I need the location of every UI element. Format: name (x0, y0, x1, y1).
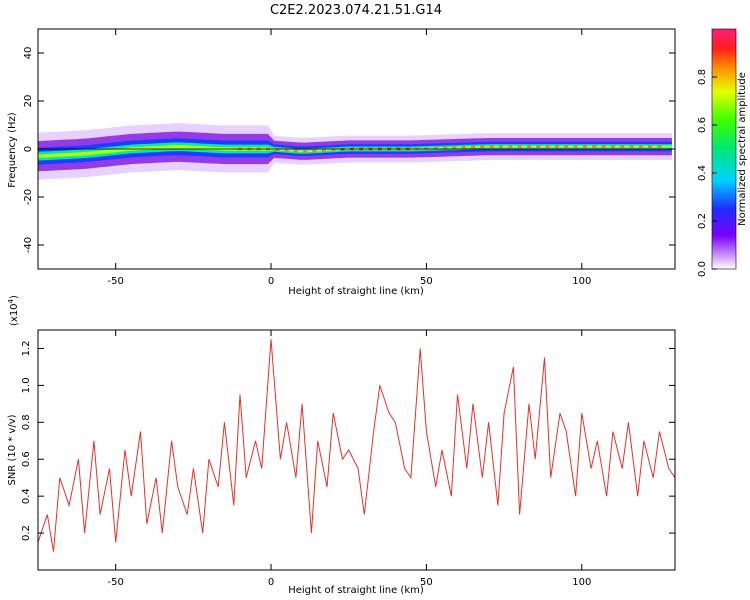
spectrogram-peak (433, 147, 438, 150)
snr-y-tick-label: 0.6 (21, 451, 32, 467)
snr-x-tick-label: 50 (420, 577, 433, 588)
spectrogram-peak (424, 147, 429, 150)
spectrogram-y-tick-label: 0 (23, 146, 34, 152)
snr-series (37, 339, 676, 552)
spectrogram-peak (601, 145, 606, 148)
spectrogram-x-tick-label: 0 (268, 276, 274, 287)
snr-y-tick-label: 0.8 (21, 414, 32, 430)
spectrogram-peak (517, 145, 522, 148)
colorbar-tick-label: 0.0 (697, 261, 708, 277)
spectrogram-peak (629, 145, 634, 148)
chart-title: C2E2.2023.074.21.51.G14 (270, 3, 442, 18)
spectrogram-peak (592, 145, 597, 148)
snr-y-axis-label: SNR (10 * v/v) (7, 414, 18, 485)
spectrogram-ridge (38, 123, 675, 180)
spectrogram-peak (275, 148, 280, 151)
spectrogram-peak (489, 145, 494, 148)
snr-y-tick-label: 1.2 (21, 341, 32, 357)
snr-y-scale-factor: (x104) (7, 295, 20, 326)
spectrogram-peak (620, 145, 625, 148)
spectrogram-y-tick-label: 20 (23, 95, 34, 108)
snr-y-tick-label: 0.4 (21, 488, 32, 504)
snr-line (37, 339, 676, 552)
snr-y-tick-label: 0.2 (21, 525, 32, 541)
spectrogram-peak (331, 148, 336, 151)
colorbar-tick-label: 0.2 (697, 213, 708, 229)
spectrogram-peak (545, 145, 550, 148)
spectrogram-peak (471, 145, 476, 149)
spectrogram-peak (508, 145, 513, 148)
snr-frame (37, 329, 676, 571)
spectrogram-band-4 (38, 145, 672, 158)
spectrogram-peak (564, 145, 569, 148)
colorbar-label: Normalized spectral amplitude (737, 72, 748, 226)
spectrogram-peak (573, 145, 578, 148)
spectrogram-panel: -50 0 50 100 -40 -20 0 20 40 Height of straight … (7, 28, 676, 297)
snr-x-axis-label: Height of straight line (km) (288, 585, 424, 596)
snr-panel: -50 0 50 100 0.2 0.4 0.6 0.8 1.0 1.2 Height of st… (7, 295, 676, 596)
spectrogram-x-tick-label: 50 (420, 276, 433, 287)
spectrogram-peak (526, 145, 531, 148)
spectrogram-peak (443, 146, 448, 150)
colorbar-ticks: 0.0 0.2 0.4 0.6 0.8 (697, 69, 717, 277)
colorbar-gradient (712, 29, 736, 269)
spectrogram-peak (303, 150, 308, 153)
colorbar-frame (711, 28, 737, 270)
spectrogram-peak (610, 145, 615, 148)
snr-axes: -50 0 50 100 0.2 0.4 0.6 0.8 1.0 1.2 (21, 330, 675, 588)
spectrogram-peak (284, 149, 289, 152)
spectrogram-peak (657, 145, 662, 148)
spectrogram-y-tick-label: -40 (23, 237, 34, 253)
spectrogram-peak (498, 145, 503, 148)
snr-x-tick-label: -50 (108, 577, 124, 588)
spectrogram-peak (452, 146, 457, 149)
spectrogram-y-tick-label: 40 (23, 47, 34, 60)
spectrogram-peak (536, 145, 541, 148)
spectrogram-y-tick-label: -20 (23, 189, 34, 205)
spectrogram-peak (312, 149, 317, 152)
colorbar: 0.0 0.2 0.4 0.6 0.8 Normalized spectral ampl… (697, 28, 748, 277)
snr-x-tick-label: 100 (572, 577, 591, 588)
spectrogram-peak (321, 149, 326, 152)
snr-x-tick-label: 0 (268, 577, 274, 588)
spectrogram-x-axis-label: Height of straight line (km) (288, 286, 424, 297)
colorbar-tick-label: 0.6 (697, 117, 708, 133)
spectrogram-y-axis-label: Frequency (Hz) (7, 112, 18, 188)
spectrogram-axes: -50 0 50 100 -40 -20 0 20 40 (23, 29, 675, 287)
spectrogram-peak (480, 145, 485, 148)
snr-y-tick-label: 1.0 (21, 377, 32, 393)
spectrogram-x-tick-label: 100 (572, 276, 591, 287)
colorbar-tick-label: 0.4 (697, 165, 708, 181)
spectrogram-x-tick-label: -50 (108, 276, 124, 287)
spectrogram-peak (554, 145, 559, 148)
spectrogram-peak (461, 146, 466, 149)
spectrogram-peak (648, 145, 653, 148)
spectrogram-peak (293, 149, 298, 153)
spectrogram-peak (582, 145, 587, 148)
colorbar-tick-label: 0.8 (697, 69, 708, 85)
spectrogram-peak (638, 145, 643, 148)
